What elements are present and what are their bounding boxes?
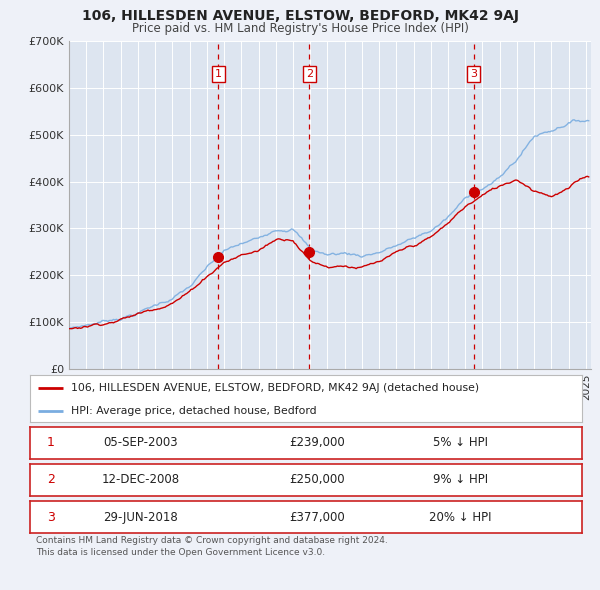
Text: 05-SEP-2003: 05-SEP-2003 <box>103 436 178 450</box>
Text: 2: 2 <box>305 69 313 79</box>
Text: 3: 3 <box>470 69 477 79</box>
Text: £239,000: £239,000 <box>289 436 345 450</box>
Text: £377,000: £377,000 <box>289 510 345 524</box>
Text: 1: 1 <box>47 436 55 450</box>
Text: 106, HILLESDEN AVENUE, ELSTOW, BEDFORD, MK42 9AJ (detached house): 106, HILLESDEN AVENUE, ELSTOW, BEDFORD, … <box>71 383 479 393</box>
Text: 3: 3 <box>47 510 55 524</box>
Text: 12-DEC-2008: 12-DEC-2008 <box>101 473 179 487</box>
Text: Price paid vs. HM Land Registry's House Price Index (HPI): Price paid vs. HM Land Registry's House … <box>131 22 469 35</box>
Text: 1: 1 <box>215 69 222 79</box>
Text: £250,000: £250,000 <box>289 473 345 487</box>
Text: 29-JUN-2018: 29-JUN-2018 <box>103 510 178 524</box>
Text: 5% ↓ HPI: 5% ↓ HPI <box>433 436 488 450</box>
Text: 20% ↓ HPI: 20% ↓ HPI <box>430 510 492 524</box>
Text: 106, HILLESDEN AVENUE, ELSTOW, BEDFORD, MK42 9AJ: 106, HILLESDEN AVENUE, ELSTOW, BEDFORD, … <box>82 9 518 23</box>
Text: 9% ↓ HPI: 9% ↓ HPI <box>433 473 488 487</box>
Text: Contains HM Land Registry data © Crown copyright and database right 2024.
This d: Contains HM Land Registry data © Crown c… <box>36 536 388 556</box>
Text: 2: 2 <box>47 473 55 487</box>
Text: HPI: Average price, detached house, Bedford: HPI: Average price, detached house, Bedf… <box>71 407 317 417</box>
